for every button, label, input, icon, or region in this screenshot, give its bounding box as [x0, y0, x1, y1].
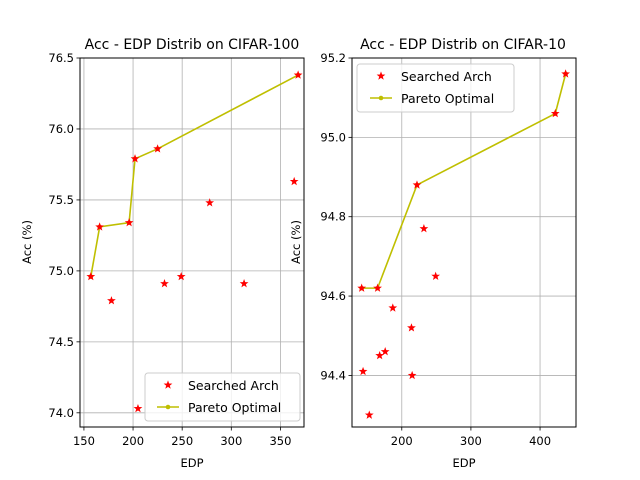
chart-cifar10: Acc - EDP Distrib on CIFAR-10 200 300 400 … [289, 37, 577, 470]
searched-arch-point [358, 366, 368, 376]
x-axis-ticks: 200 300 400 [391, 427, 551, 448]
legend-box [356, 63, 515, 113]
legend-star-marker [163, 380, 173, 389]
searched-arch-point [357, 283, 367, 292]
y-tick-label: 76.5 [48, 51, 74, 65]
x-tick-label: 250 [171, 434, 193, 448]
searched-arch-point [289, 176, 299, 186]
legend: Searched Arch Pareto Optimal [144, 372, 301, 422]
legend-label-searched-arch: Searched Arch [188, 378, 279, 393]
y-axis-label: Acc (%) [289, 220, 303, 264]
searched-arch-point [388, 303, 398, 312]
searched-arch-point [375, 350, 385, 360]
searched-arch-series [86, 70, 303, 413]
legend-label-pareto-optimal: Pareto Optimal [188, 400, 281, 415]
searched-arch-point [364, 410, 374, 419]
y-tick-label: 76.0 [48, 122, 74, 136]
x-axis-ticks: 150 200 250 300 350 [73, 427, 291, 448]
searched-arch-point [419, 224, 429, 233]
searched-arch-point [293, 70, 303, 79]
x-tick-label: 300 [220, 434, 242, 448]
legend: Searched Arch Pareto Optimal [356, 63, 515, 113]
searched-arch-point [380, 347, 390, 356]
y-axis-ticks: 74.0 74.5 75.0 75.5 76.0 76.5 [48, 51, 80, 420]
searched-arch-point [407, 370, 417, 380]
legend-marker-searched-arch [376, 71, 386, 80]
searched-arch-point [431, 271, 441, 280]
searched-arch-point [124, 218, 134, 227]
y-tick-label: 75.0 [48, 264, 74, 278]
legend-label-searched-arch: Searched Arch [401, 69, 492, 84]
pareto-line [90, 74, 299, 277]
plot-frame [79, 57, 305, 428]
searched-arch-point [550, 108, 560, 118]
legend-label-pareto-optimal: Pareto Optimal [401, 91, 494, 106]
y-tick-label: 75.5 [48, 193, 74, 207]
searched-arch-point [130, 154, 140, 163]
searched-arch-point [86, 271, 96, 281]
searched-arch-point [95, 222, 105, 231]
searched-arch-point [561, 69, 570, 78]
legend-dot-marker [378, 95, 384, 101]
legend-dot-marker [165, 404, 171, 410]
y-tick-label: 74.0 [48, 406, 74, 420]
y-tick-label: 74.5 [48, 335, 74, 349]
x-tick-label: 400 [529, 434, 551, 448]
searched-arch-point [373, 283, 382, 292]
x-tick-label: 150 [73, 434, 95, 448]
searched-arch-point [205, 198, 215, 207]
y-axis-label: Acc (%) [20, 220, 34, 264]
x-tick-label: 350 [269, 434, 291, 448]
legend-marker-searched-arch [163, 380, 173, 389]
y-tick-label: 95.0 [320, 130, 346, 144]
searched-arch-point [407, 323, 416, 332]
y-tick-label: 94.8 [320, 210, 346, 224]
searched-arch-point [107, 296, 116, 305]
searched-arch-point [133, 403, 143, 413]
y-tick-label: 94.4 [320, 368, 346, 382]
legend-marker-pareto-optimal [157, 404, 179, 410]
searched-arch-point [153, 144, 162, 153]
x-tick-label: 200 [122, 434, 144, 448]
y-tick-label: 94.6 [320, 289, 346, 303]
chart-title: Acc - EDP Distrib on CIFAR-100 [85, 37, 300, 53]
legend-box [144, 372, 301, 422]
chart-cifar100: Acc - EDP Distrib on CIFAR-100 150 200 250… [20, 37, 305, 470]
searched-arch-series [357, 69, 570, 419]
chart-title: Acc - EDP Distrib on CIFAR-10 [360, 37, 566, 53]
x-tick-label: 200 [391, 434, 413, 448]
plot-frame [351, 57, 577, 428]
plot-area [352, 58, 576, 427]
legend-marker-pareto-optimal [370, 95, 392, 101]
x-gridlines [83, 58, 281, 427]
y-tick-label: 95.2 [320, 51, 346, 65]
searched-arch-point [412, 180, 422, 189]
x-gridlines [401, 58, 541, 427]
x-tick-label: 300 [460, 434, 482, 448]
y-axis-ticks: 94.4 94.6 94.8 95.0 95.2 [320, 51, 352, 382]
x-axis-label: EDP [180, 456, 203, 470]
searched-arch-point [176, 271, 186, 281]
searched-arch-point [239, 279, 249, 288]
searched-arch-point [160, 279, 169, 288]
legend-star-marker [376, 71, 386, 80]
plot-area [80, 58, 304, 427]
x-axis-label: EDP [452, 456, 475, 470]
